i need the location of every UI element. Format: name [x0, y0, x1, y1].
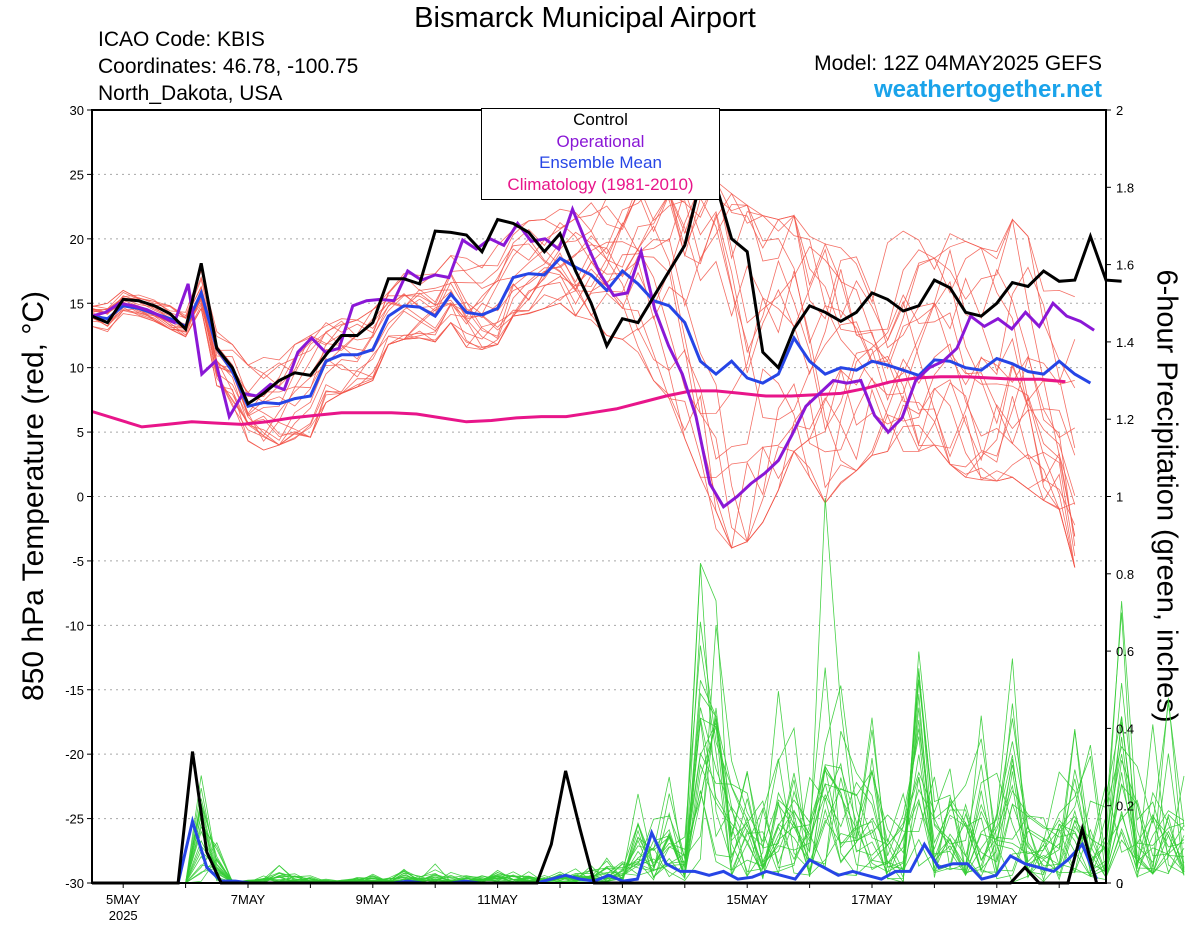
y-tick-label: -5: [72, 554, 84, 569]
y-tick-label: -20: [65, 747, 84, 762]
y2-tick-label: 2: [1116, 103, 1123, 118]
y-tick-label: 10: [70, 361, 84, 376]
temperature-member-line: [91, 268, 1076, 568]
ensemble-mean-temperature-line: [91, 256, 1092, 409]
y2-tick-label: 0.8: [1116, 567, 1134, 582]
y2-tick-label: 0.4: [1116, 721, 1134, 736]
y-tick-label: 0: [77, 490, 84, 505]
y2-tick-label: 1.2: [1116, 412, 1134, 427]
plot-frame: [91, 109, 1107, 884]
precip-member-line: [92, 703, 1185, 884]
temperature-member-line: [91, 179, 1076, 537]
y-tick-label: -10: [65, 618, 84, 633]
x-tick-label: 13MAY: [602, 892, 644, 907]
temperature-member-line: [91, 252, 1076, 526]
x-tick-label: 15MAY: [726, 892, 768, 907]
legend: Control Operational Ensemble Mean Climat…: [481, 108, 720, 200]
precip-member-line: [92, 702, 1185, 884]
temperature-member-line: [91, 208, 1075, 480]
y-tick-label: -30: [65, 876, 84, 891]
site-name: weathertogether.net: [873, 76, 1102, 103]
y-tick-label: -15: [65, 683, 84, 698]
temperature-member-line: [91, 183, 1076, 505]
temperature-member-line: [91, 186, 1075, 510]
precip-member-line: [92, 564, 1185, 884]
x-tick-sublabel: 2025: [109, 908, 138, 923]
y2-tick-label: 1.4: [1116, 335, 1134, 350]
precip-member-line: [92, 563, 1185, 884]
temperature-member-line: [91, 218, 1076, 543]
model-run: Model: 12Z 04MAY2025 GEFS: [814, 52, 1102, 75]
y-tick-label: -25: [65, 812, 84, 827]
y-tick-label: 15: [70, 296, 84, 311]
legend-ensemble-mean: Ensemble Mean: [539, 153, 662, 172]
coordinates: Coordinates: 46.78, -100.75: [98, 55, 359, 78]
control-temperature-line: [91, 179, 1122, 406]
precip-member-line: [92, 645, 1185, 884]
legend-control: Control: [573, 110, 628, 129]
precip-member-line: [92, 612, 1185, 884]
y2-tick-label: 0: [1116, 876, 1123, 891]
x-tick-label: 11MAY: [477, 892, 518, 907]
x-tick-label: 19MAY: [976, 892, 1018, 907]
precip-member-line: [92, 668, 1185, 884]
x-tick-label: 5MAY: [106, 892, 141, 907]
operational-temperature-line: [91, 204, 1095, 510]
temperature-member-line: [91, 266, 1076, 549]
y2-tick-label: 1: [1116, 490, 1123, 505]
y2-tick-label: 0.2: [1116, 799, 1134, 814]
location: North_Dakota, USA: [98, 82, 283, 105]
y-tick-label: 25: [70, 167, 84, 182]
chart-title: Bismarck Municipal Airport: [414, 2, 756, 34]
climatology-line: [91, 375, 1066, 429]
y-tick-label: 5: [77, 425, 84, 440]
precip-member-line: [92, 715, 1185, 884]
y-tick-label: 20: [70, 232, 84, 247]
temperature-member-line: [91, 180, 1076, 547]
legend-operational: Operational: [556, 131, 645, 151]
y2-tick-label: 1.8: [1116, 180, 1134, 195]
icao-code: ICAO Code: KBIS: [98, 28, 265, 51]
y-tick-label: 30: [70, 103, 84, 118]
y2-tick-label: 1.6: [1116, 258, 1134, 273]
x-tick-label: 9MAY: [356, 892, 391, 907]
x-tick-label: 17MAY: [851, 892, 893, 907]
legend-climatology: Climatology (1981-2010): [507, 174, 694, 194]
y2-tick-label: 0.6: [1116, 644, 1134, 659]
x-tick-label: 7MAY: [231, 892, 266, 907]
precip-member-line: [92, 694, 1185, 884]
temperature-member-line: [91, 179, 1076, 462]
